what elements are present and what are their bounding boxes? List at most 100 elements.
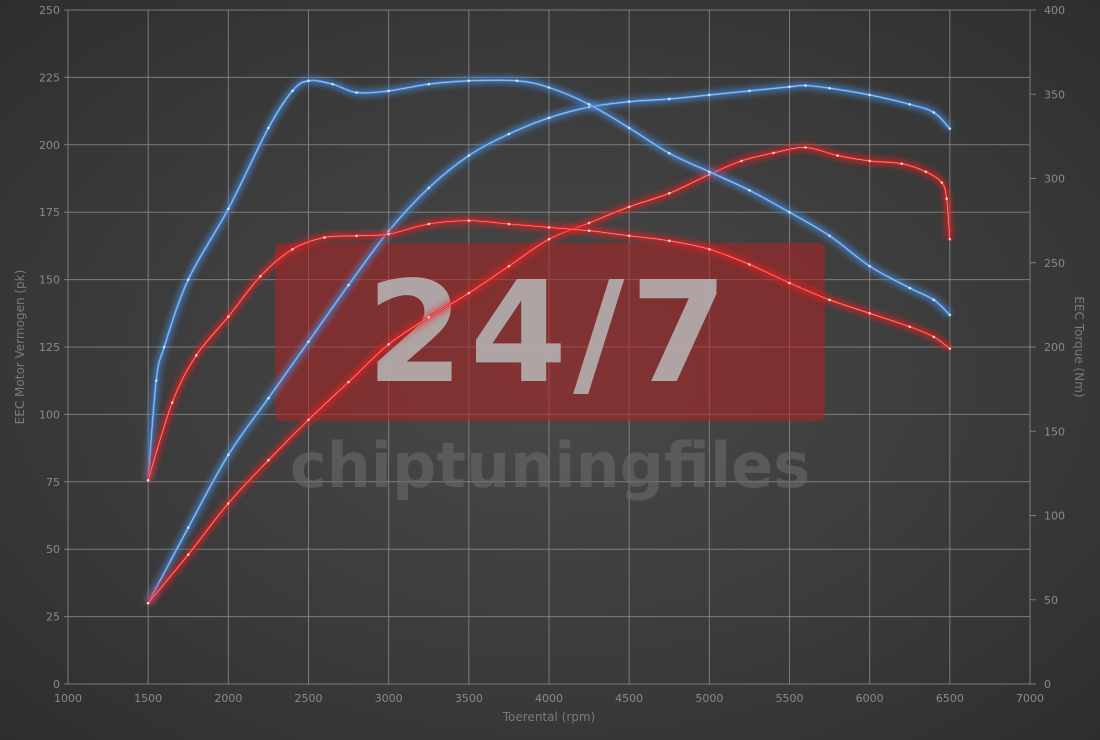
data-point [587,221,591,225]
x-tick-label: 6000 [856,692,884,705]
y-right-tick-label: 0 [1044,678,1051,691]
ticks: 1000 1500 2000 2500 3000 3500 4000 4500 5000 5500… [39,4,1065,705]
y-left-tick-label: 175 [39,206,60,219]
data-point [227,207,230,211]
data-point [587,229,591,233]
data-point [940,181,944,184]
data-point [259,274,262,278]
data-point [355,234,358,238]
series-0 [144,81,953,605]
data-point [291,89,294,93]
data-point [387,232,390,236]
y-left-tick-label: 75 [46,476,60,489]
x-tick-label: 5500 [776,692,804,705]
data-point [804,84,807,87]
data-point [932,335,936,339]
data-point [186,553,190,556]
y-left-tick-label: 25 [46,611,60,624]
data-point [467,291,471,295]
y-right-tick-label: 200 [1044,341,1065,354]
y-left-axis-label: EEC Motor Vermogen (pk) [13,270,27,425]
data-point [227,502,230,505]
series [144,76,954,606]
data-point [387,343,390,346]
data-point [828,86,831,90]
data-point [740,159,743,163]
data-point [162,345,166,349]
y-right-tick-label: 50 [1044,594,1058,607]
data-point [708,247,711,251]
series-highlight [147,79,951,481]
data-point [427,316,431,319]
data-point [900,162,904,165]
watermark: 24/7 chiptuningfiles [275,243,825,502]
data-point [547,237,551,241]
data-point [307,79,310,83]
y-left-tick-label: 125 [39,341,60,354]
data-point [307,340,310,343]
watermark-text: chiptuningfiles [290,429,810,502]
series-highlight [147,85,951,604]
data-point [908,286,912,290]
data-point [267,126,270,130]
data-point [587,103,591,106]
data-point [227,315,230,318]
y-right-tick-label: 400 [1044,4,1065,17]
data-point [667,151,671,155]
data-point [427,82,431,86]
data-point [804,146,807,149]
x-tick-label: 3500 [455,692,483,705]
data-point [708,93,711,97]
data-point [868,312,871,315]
data-point [627,234,631,238]
data-point [507,222,511,226]
data-point [788,210,791,214]
y-right-tick-label: 100 [1044,510,1065,523]
data-point [507,132,511,136]
y-left-tick-label: 150 [39,274,60,287]
data-point [627,126,631,130]
data-point [547,86,551,89]
data-point [507,264,511,268]
data-point [323,236,326,239]
y-left-tick-label: 200 [39,139,60,152]
y-right-axis-label: EEC Torque (Nm) [1072,296,1086,397]
data-point [267,396,270,400]
data-point [146,601,150,605]
data-point [908,103,912,106]
series-2 [144,76,953,482]
data-point [427,186,431,190]
data-point [945,197,948,201]
data-point [627,205,631,209]
y-left-tick-label: 225 [39,71,60,84]
data-point [948,237,952,241]
y-right-tick-label: 350 [1044,88,1065,101]
data-point [667,239,671,243]
data-point [772,151,775,155]
data-point [828,234,831,238]
data-point [170,401,174,404]
data-point [924,170,928,174]
series-3 [144,216,953,482]
data-point [547,226,551,229]
data-point [748,188,751,192]
y-left-tick-label: 250 [39,4,60,17]
data-point [387,89,390,93]
data-point [748,89,751,93]
x-tick-label: 2500 [295,692,323,705]
data-point [515,79,519,83]
data-point [748,263,751,266]
y-left-tick-label: 0 [53,678,60,691]
watermark-badge-text: 24/7 [366,252,733,415]
data-point [267,458,270,462]
data-point [227,453,230,457]
data-point [307,418,310,422]
x-tick-label: 4000 [535,692,563,705]
data-point [667,97,671,101]
data-point [186,526,190,529]
series-1 [145,143,954,606]
data-point [467,219,471,222]
y-right-tick-label: 300 [1044,173,1065,186]
y-right-tick-label: 250 [1044,257,1065,270]
